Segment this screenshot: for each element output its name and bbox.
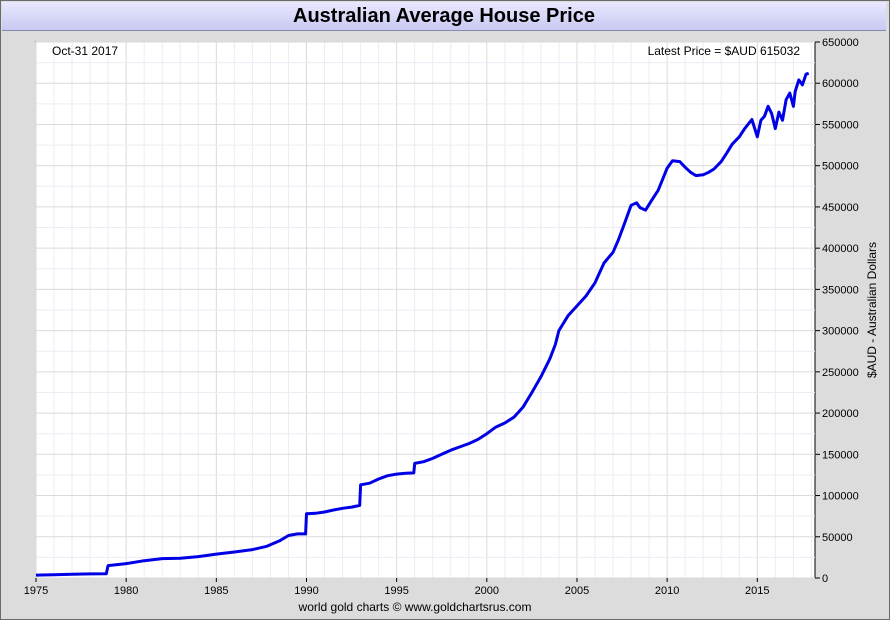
- y-axis-label: $AUD - Australian Dollars: [865, 242, 879, 378]
- grid-lines: [35, 41, 815, 579]
- y-tick-label: 550000: [822, 119, 859, 131]
- x-tick-label: 1985: [204, 585, 228, 597]
- x-axis: 1975 1980 1985 1990 1995 2000 2005 2010 2015: [24, 578, 770, 597]
- y-tick-label: 450000: [822, 202, 859, 214]
- x-tick-label: 2005: [565, 585, 589, 597]
- y-tick-label: 250000: [822, 367, 859, 379]
- date-label: Oct-31 2017: [52, 44, 118, 58]
- y-tick-label: 150000: [822, 449, 859, 461]
- x-tick-label: 1980: [114, 585, 138, 597]
- x-tick-label: 2000: [475, 585, 499, 597]
- x-tick-label: 2010: [655, 585, 679, 597]
- y-tick-label: 400000: [822, 243, 859, 255]
- y-tick-label: 100000: [822, 491, 859, 503]
- latest-price-label: Latest Price = $AUD 615032: [648, 44, 801, 58]
- y-tick-label: 50000: [822, 532, 853, 544]
- x-tick-label: 1995: [384, 585, 408, 597]
- x-tick-label: 2015: [745, 585, 769, 597]
- chart-title: Australian Average House Price: [293, 5, 595, 27]
- title-bar: Australian Average House Price: [2, 2, 886, 31]
- y-tick-label: 350000: [822, 284, 859, 296]
- y-tick-label: 600000: [822, 78, 859, 90]
- y-axis: 0 50000 100000 150000 200000 250000 300000 3500…: [815, 37, 859, 585]
- y-tick-label: 0: [822, 573, 828, 585]
- y-tick-label: 650000: [822, 37, 859, 49]
- price-series-line: [35, 71, 810, 577]
- y-tick-label: 200000: [822, 408, 859, 420]
- y-tick-label: 500000: [822, 161, 859, 173]
- y-tick-label: 300000: [822, 326, 859, 338]
- footer-credit: world gold charts © www.goldchartsrus.co…: [298, 600, 532, 614]
- x-tick-label: 1975: [24, 585, 48, 597]
- x-tick-label: 1990: [294, 585, 318, 597]
